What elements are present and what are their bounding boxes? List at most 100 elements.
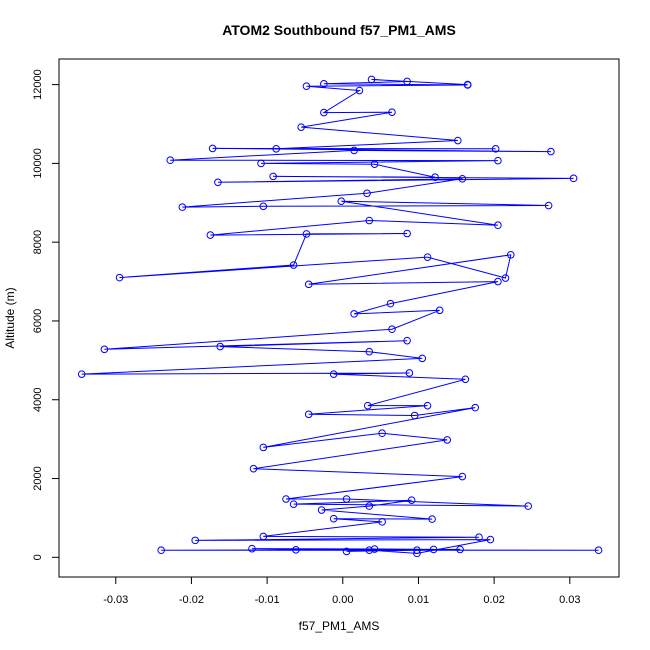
data-point <box>292 546 300 554</box>
data-point <box>524 502 532 510</box>
data-point <box>329 370 338 378</box>
data-point <box>431 173 439 181</box>
y-tick-label: 10000 <box>32 148 44 179</box>
data-point <box>297 123 305 131</box>
data-point <box>100 345 109 354</box>
data-point <box>208 144 217 153</box>
x-tick-label: -0.03 <box>103 594 128 606</box>
data-point <box>166 156 175 165</box>
data-point <box>388 325 396 334</box>
data-point <box>365 502 374 510</box>
data-point <box>302 82 311 90</box>
series-line <box>81 79 599 554</box>
data-point <box>407 496 416 504</box>
data-point <box>365 347 374 356</box>
data-point <box>403 336 411 345</box>
x-tick-label: 0.00 <box>332 594 353 606</box>
x-tick-label: -0.01 <box>255 594 280 606</box>
data-point <box>494 221 502 230</box>
data-point <box>342 547 351 556</box>
data-point <box>363 189 371 198</box>
data-point <box>317 506 326 514</box>
data-point <box>544 201 553 210</box>
y-tick-label: 0 <box>32 554 44 560</box>
data-point <box>257 159 265 168</box>
series-layer <box>77 75 603 558</box>
data-point <box>206 231 215 239</box>
data-point <box>342 495 351 503</box>
data-point <box>413 549 421 558</box>
data-point <box>248 544 256 553</box>
x-tick-label: 0.02 <box>483 594 504 606</box>
data-point <box>370 545 379 553</box>
data-point <box>429 545 438 554</box>
data-point <box>259 443 268 452</box>
x-tick-label: -0.02 <box>179 594 204 606</box>
y-tick-label: 8000 <box>32 230 44 254</box>
data-point <box>403 77 411 86</box>
data-point <box>350 146 358 155</box>
data-point <box>569 174 578 183</box>
data-point <box>403 229 411 238</box>
data-point <box>367 75 376 84</box>
data-point <box>115 273 124 282</box>
data-point <box>471 403 480 412</box>
data-point <box>337 197 346 206</box>
data-point <box>378 518 386 526</box>
data-point <box>386 299 395 308</box>
data-point <box>405 369 414 377</box>
data-point <box>370 160 379 168</box>
data-point <box>350 310 358 318</box>
data-point <box>491 145 500 153</box>
data-point <box>289 500 298 508</box>
data-point <box>249 464 258 473</box>
data-point <box>269 172 277 181</box>
data-point <box>363 401 372 410</box>
data-point <box>320 80 328 88</box>
data-point <box>191 536 200 545</box>
data-point <box>157 546 165 555</box>
data-point <box>214 178 222 187</box>
data-point <box>282 495 290 503</box>
data-point <box>494 277 502 286</box>
data-point <box>494 156 502 165</box>
data-point <box>365 216 374 225</box>
y-axis: 0 2000 4000 6000 8000 10000 12000 <box>32 69 60 560</box>
data-point <box>413 546 421 555</box>
data-point <box>475 533 483 542</box>
data-point <box>77 370 86 378</box>
data-point <box>289 261 298 269</box>
data-point <box>501 274 510 282</box>
x-axis-label: f57_PM1_AMS <box>299 619 380 633</box>
data-point <box>454 136 462 145</box>
data-point <box>410 411 419 420</box>
data-point <box>388 108 396 116</box>
data-point <box>423 253 432 261</box>
data-point <box>458 174 467 183</box>
data-point <box>259 202 268 211</box>
data-point <box>547 147 555 156</box>
y-tick-label: 2000 <box>32 466 44 490</box>
data-point <box>486 535 495 544</box>
data-point <box>458 472 467 481</box>
data-point <box>461 375 470 384</box>
y-tick-label: 6000 <box>32 309 44 333</box>
chart-title: ATOM2 Southbound f57_PM1_AMS <box>222 22 456 38</box>
data-point <box>423 401 432 410</box>
data-point <box>594 546 603 555</box>
data-point <box>463 80 472 89</box>
data-point <box>435 306 444 315</box>
data-point <box>506 250 515 259</box>
data-point <box>216 342 224 351</box>
data-point <box>378 429 386 438</box>
data-point <box>272 145 280 153</box>
data-point <box>259 532 268 541</box>
data-point <box>418 354 427 363</box>
data-point <box>355 86 364 95</box>
data-point <box>443 436 452 444</box>
y-axis-label: Altitude (m) <box>3 287 17 348</box>
x-tick-label: 0.01 <box>408 594 429 606</box>
data-point <box>456 545 464 554</box>
